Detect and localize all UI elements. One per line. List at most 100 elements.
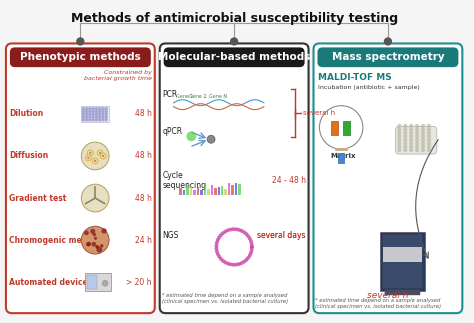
Circle shape (82, 226, 109, 254)
Circle shape (105, 113, 107, 115)
Circle shape (404, 124, 407, 127)
Circle shape (410, 138, 413, 141)
Circle shape (223, 230, 227, 234)
Circle shape (410, 124, 413, 127)
Text: Diffusion: Diffusion (9, 151, 48, 161)
Circle shape (215, 241, 219, 245)
Bar (235, 183, 237, 194)
Circle shape (92, 108, 94, 110)
Bar (186, 185, 189, 194)
Circle shape (82, 113, 84, 115)
Text: * estimated time depend on a sample analysed
(clinical specimen vs. isolated bac: * estimated time depend on a sample anal… (316, 298, 441, 309)
Text: several days: several days (257, 231, 306, 240)
Circle shape (410, 145, 413, 148)
Circle shape (85, 110, 88, 113)
Circle shape (384, 38, 392, 45)
Text: Matrix: Matrix (330, 153, 356, 159)
Bar (190, 187, 192, 194)
Circle shape (410, 128, 413, 131)
Text: Gene N: Gene N (209, 94, 227, 99)
Text: 48 h: 48 h (135, 109, 152, 119)
Text: Molecular-based methods: Molecular-based methods (158, 52, 310, 62)
Circle shape (404, 128, 407, 131)
Circle shape (89, 110, 91, 113)
Circle shape (89, 116, 91, 118)
Circle shape (404, 142, 407, 145)
Circle shape (250, 245, 254, 249)
Circle shape (416, 128, 419, 131)
Circle shape (102, 116, 104, 118)
Circle shape (231, 227, 236, 231)
Circle shape (102, 280, 108, 286)
FancyBboxPatch shape (164, 47, 305, 67)
Circle shape (221, 259, 225, 263)
Circle shape (398, 145, 401, 148)
Circle shape (85, 116, 88, 118)
Circle shape (82, 116, 84, 118)
Circle shape (248, 237, 252, 241)
Circle shape (240, 261, 244, 265)
Circle shape (237, 228, 241, 232)
Text: 48 h: 48 h (135, 193, 152, 203)
Circle shape (398, 128, 401, 131)
Bar (228, 183, 230, 194)
Text: 24 - 48 h: 24 - 48 h (272, 176, 306, 185)
Circle shape (84, 231, 89, 235)
Bar (204, 183, 206, 194)
Circle shape (228, 262, 233, 266)
Circle shape (99, 113, 100, 115)
Circle shape (186, 131, 196, 141)
Text: Constrained by
bacterial growth time: Constrained by bacterial growth time (84, 70, 152, 81)
Circle shape (404, 149, 407, 151)
Circle shape (410, 131, 413, 134)
Circle shape (249, 251, 253, 255)
Circle shape (249, 239, 253, 243)
Circle shape (250, 245, 254, 249)
Circle shape (89, 152, 91, 154)
Circle shape (428, 145, 430, 148)
Circle shape (91, 242, 96, 247)
Circle shape (221, 231, 225, 235)
Circle shape (92, 119, 94, 121)
Bar (200, 190, 203, 194)
Circle shape (85, 155, 91, 161)
Text: 24 h: 24 h (135, 236, 152, 245)
Circle shape (99, 110, 100, 113)
Circle shape (82, 142, 109, 170)
Circle shape (96, 245, 99, 248)
Circle shape (226, 228, 230, 232)
Circle shape (87, 242, 91, 246)
Circle shape (245, 258, 248, 262)
Circle shape (428, 124, 430, 127)
Circle shape (86, 242, 90, 246)
Bar (383, 247, 422, 262)
Circle shape (100, 153, 106, 159)
Circle shape (102, 155, 104, 157)
Circle shape (99, 108, 100, 110)
Circle shape (226, 262, 230, 266)
Bar (207, 189, 210, 194)
Circle shape (89, 113, 91, 115)
Bar (231, 184, 234, 194)
Bar (338, 153, 344, 163)
Text: PCR: PCR (163, 90, 178, 99)
Circle shape (92, 110, 94, 113)
Circle shape (421, 135, 425, 138)
Text: Gene 1: Gene 1 (175, 94, 193, 99)
Circle shape (95, 113, 98, 115)
Circle shape (92, 233, 96, 236)
Text: NGS: NGS (163, 231, 179, 240)
FancyBboxPatch shape (6, 43, 155, 313)
Circle shape (246, 234, 250, 238)
Circle shape (428, 142, 430, 145)
Circle shape (231, 263, 236, 267)
Text: Incubation (antibiotic + sample): Incubation (antibiotic + sample) (319, 85, 420, 90)
Circle shape (398, 131, 401, 134)
Bar (82, 106, 109, 122)
Circle shape (416, 149, 419, 151)
Circle shape (217, 255, 221, 258)
Circle shape (416, 131, 419, 134)
Text: Cycle
sequencing: Cycle sequencing (163, 171, 207, 191)
Circle shape (95, 116, 98, 118)
Text: several h: several h (302, 110, 335, 116)
